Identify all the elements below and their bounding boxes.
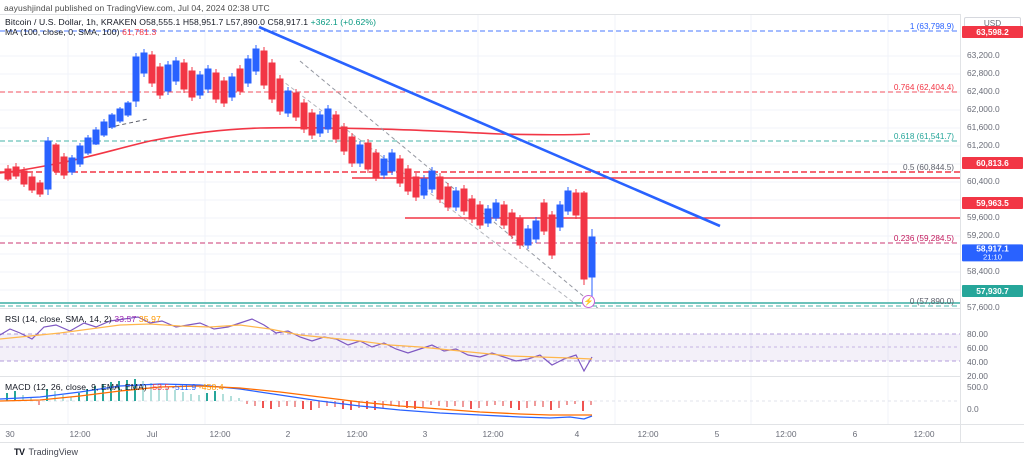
flag-glyph: ⚡	[583, 297, 594, 306]
rsi-axis-tick: 80.00	[967, 329, 988, 339]
price-badge-high: 63,598.2	[962, 26, 1023, 38]
fib-label-0: 0 (57,890.0)	[909, 297, 954, 306]
macd-hist-value: -53.5	[149, 382, 170, 392]
fib-label-05: 0.5 (60,844.5)	[903, 163, 954, 172]
ma-legend[interactable]: MA (100, close, 0, SMA, 100) 61,781.3	[5, 27, 156, 37]
ohlc-high: H58,951.7	[182, 17, 224, 27]
price-axis[interactable]: USD 63,200.0 62,800.0 62,400.0 62,000.0 …	[960, 14, 1024, 436]
axis-tick: 60,400.0	[967, 176, 1000, 186]
price-pane[interactable]: 1 (63,798.9) 0.764 (62,404.4) 0.618 (61,…	[0, 14, 960, 308]
rsi-legend-value: 33.57	[114, 314, 137, 324]
axis-tick: 62,000.0	[967, 104, 1000, 114]
rsi-axis-tick: 20.00	[967, 371, 988, 381]
axis-tick: 59,200.0	[967, 230, 1000, 240]
rsi-axis-tick: 60.00	[967, 343, 988, 353]
macd-line-value: -511.9	[171, 382, 197, 392]
current-price-value: 58,917.1	[976, 243, 1009, 254]
price-plot-svg	[0, 15, 960, 308]
axis-tick: 61,600.0	[967, 122, 1000, 132]
current-price-time: 21:10	[982, 252, 1002, 262]
macd-signal-value: -458.4	[198, 382, 224, 392]
macd-plot-svg	[0, 377, 960, 424]
macd-signal-line	[0, 385, 592, 416]
time-tick: Jul	[146, 429, 158, 439]
price-change: +362.1 (+0.62%)	[310, 17, 377, 27]
time-tick: 12:00	[69, 429, 91, 439]
time-tick: 4	[574, 429, 580, 439]
time-tick: 12:00	[775, 429, 797, 439]
price-badge-resistance: 60,813.6	[962, 157, 1023, 169]
axis-corner	[960, 424, 1024, 442]
tradingview-logo[interactable]: TV TradingView	[14, 447, 78, 457]
ma-legend-value: 61,781.3	[122, 27, 157, 37]
time-tick: 6	[852, 429, 858, 439]
fib-label-0764: 0.764 (62,404.4)	[893, 83, 954, 92]
axis-tick: 62,800.0	[967, 68, 1000, 78]
candlestick-series	[4, 45, 596, 305]
fib-label-1: 1 (63,798.9)	[909, 22, 954, 31]
ohlc-open: O58,555.1	[139, 17, 181, 27]
macd-plot[interactable]	[0, 377, 960, 424]
symbol-title: Bitcoin / U.S. Dollar, 1h, KRAKEN	[5, 17, 137, 27]
rsi-legend-title: RSI (14, close, SMA, 14, 2)	[5, 314, 112, 324]
time-axis[interactable]: 30 12:00 Jul 12:00 2 12:00 3 12:00 4 12:…	[0, 424, 960, 442]
time-tick: 30	[5, 429, 15, 439]
macd-line	[0, 383, 593, 420]
ohlc-close: C58,917.1	[267, 17, 309, 27]
axis-tick: 62,400.0	[967, 86, 1000, 96]
axis-tick: 57,600.0	[967, 302, 1000, 312]
time-tick: 12:00	[482, 429, 504, 439]
time-tick: 5	[714, 429, 720, 439]
axis-tick: 63,200.0	[967, 50, 1000, 60]
macd-legend[interactable]: MACD (12, 26, close, 9, EMA, EMA) -53.5 …	[5, 382, 224, 392]
rsi-line	[0, 316, 593, 373]
ma-legend-title: MA (100, close, 0, SMA, 100)	[5, 27, 120, 37]
symbol-legend[interactable]: Bitcoin / U.S. Dollar, 1h, KRAKEN O58,55…	[5, 17, 376, 27]
fib-label-0236: 0.236 (59,284.5)	[893, 234, 954, 243]
axis-tick: 61,200.0	[967, 140, 1000, 150]
time-tick: 12:00	[637, 429, 659, 439]
price-plot[interactable]: 1 (63,798.9) 0.764 (62,404.4) 0.618 (61,…	[0, 15, 960, 308]
macd-pane[interactable]	[0, 376, 960, 424]
rsi-legend[interactable]: RSI (14, close, SMA, 14, 2) 33.57 35.97	[5, 314, 161, 324]
time-tick: 12:00	[346, 429, 368, 439]
price-badge-support: 59,963.5	[962, 197, 1023, 209]
event-flag-icon[interactable]: ⚡	[582, 295, 595, 308]
axis-tick: 58,400.0	[967, 266, 1000, 276]
price-badge-low: 57,930.7	[962, 285, 1023, 297]
rsi-legend-ma-value: 35.97	[138, 314, 161, 324]
rsi-plot[interactable]	[0, 309, 960, 376]
downtrend-line	[258, 25, 721, 228]
time-tick: 12:00	[209, 429, 231, 439]
time-tick: 12:00	[913, 429, 935, 439]
tradingview-mark-icon: TV	[14, 447, 25, 457]
macd-legend-title: MACD (12, 26, close, 9, EMA, EMA)	[5, 382, 147, 392]
macd-axis-tick: 500.0	[967, 382, 988, 392]
attribution-text: aayushjindal published on TradingView.co…	[4, 3, 270, 13]
axis-tick: 59,600.0	[967, 212, 1000, 222]
footer-bar: TV TradingView	[0, 442, 1024, 461]
tradingview-brand-name: TradingView	[28, 447, 79, 457]
time-tick: 3	[422, 429, 428, 439]
fib-label-0618: 0.618 (61,541.7)	[893, 132, 954, 141]
ohlc-low: L57,890.0	[225, 17, 266, 27]
price-badge-current: 58,917.1 21:10	[962, 243, 1023, 262]
macd-axis-tick: 0.0	[967, 404, 979, 414]
rsi-plot-svg	[0, 309, 960, 376]
rsi-pane[interactable]	[0, 308, 960, 376]
time-tick: 2	[285, 429, 291, 439]
rsi-axis-tick: 40.00	[967, 357, 988, 367]
rsi-ma-line	[0, 323, 593, 360]
